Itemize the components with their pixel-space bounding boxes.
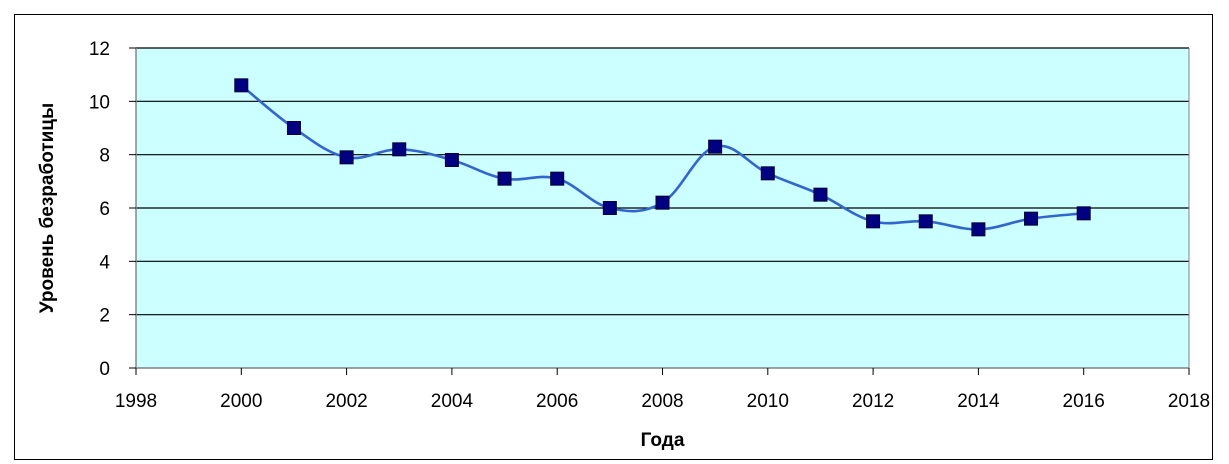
data-point-marker bbox=[234, 78, 249, 93]
data-point-marker bbox=[550, 171, 565, 186]
data-point-marker bbox=[1024, 211, 1039, 226]
data-point-marker bbox=[602, 201, 617, 215]
y-tick-label: 10 bbox=[89, 92, 110, 113]
x-tick-label: 2018 bbox=[1168, 391, 1210, 412]
y-tick-label: 8 bbox=[99, 146, 110, 167]
x-tick-label: 2010 bbox=[747, 391, 789, 412]
data-point-marker bbox=[708, 139, 723, 154]
y-tick-label: 2 bbox=[99, 306, 110, 327]
x-tick-label: 2014 bbox=[957, 391, 1000, 412]
x-tick-label: 2008 bbox=[641, 391, 683, 412]
x-tick-label: 2002 bbox=[325, 391, 367, 412]
x-tick-label: 1998 bbox=[115, 391, 157, 412]
data-point-marker bbox=[918, 214, 933, 229]
data-point-marker bbox=[339, 150, 354, 165]
y-axis-title: Уровень безработицы bbox=[37, 103, 58, 313]
x-tick-label: 2012 bbox=[852, 391, 894, 412]
x-axis-title: Года bbox=[641, 430, 685, 451]
data-point-marker bbox=[444, 153, 459, 167]
y-tick-label: 0 bbox=[99, 359, 110, 380]
data-point-marker bbox=[655, 195, 670, 210]
x-tick-label: 2016 bbox=[1063, 391, 1105, 412]
x-tick-label: 2004 bbox=[431, 391, 474, 412]
x-tick-label: 2006 bbox=[536, 391, 578, 412]
data-point-marker bbox=[286, 121, 301, 135]
y-tick-label: 12 bbox=[89, 39, 110, 60]
data-point-marker bbox=[760, 166, 775, 181]
x-tick-label: 2000 bbox=[220, 391, 262, 412]
data-point-marker bbox=[392, 142, 407, 157]
data-point-marker bbox=[497, 171, 512, 186]
y-tick-label: 6 bbox=[99, 199, 110, 220]
data-point-marker bbox=[971, 222, 986, 237]
tick-labels: 0 2 4 6 8 10 12 1998 2000 2002 2004 2006 2008 2010 201… bbox=[89, 39, 1210, 412]
data-series bbox=[234, 78, 1091, 237]
data-point-marker bbox=[1076, 206, 1091, 221]
data-point-marker bbox=[813, 187, 828, 202]
line-chart: 0 2 4 6 8 10 12 1998 2000 2002 2004 2006 2008 2010 201… bbox=[37, 39, 1210, 451]
chart-frame: 0 2 4 6 8 10 12 1998 2000 2002 2004 2006 2008 2010 201… bbox=[14, 14, 1213, 460]
y-tick-label: 4 bbox=[99, 252, 110, 273]
data-point-marker bbox=[866, 214, 881, 229]
